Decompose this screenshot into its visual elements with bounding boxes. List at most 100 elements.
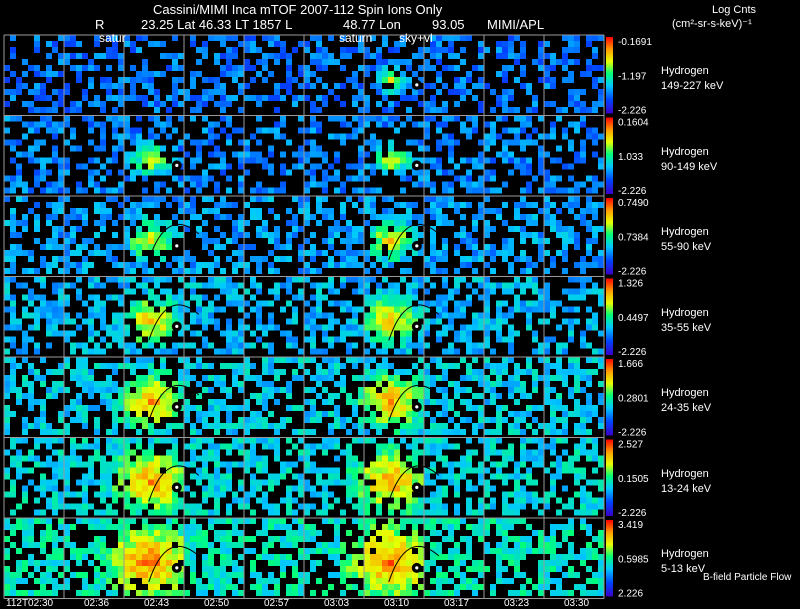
heatmap-cell — [478, 187, 484, 194]
heatmap-cell — [130, 566, 136, 572]
heatmap-cell — [598, 300, 604, 307]
heatmap-cell — [460, 89, 466, 95]
heatmap-cell — [448, 53, 454, 59]
heatmap-cell — [382, 417, 388, 423]
heatmap-cell — [268, 560, 274, 566]
heatmap-cell — [196, 145, 202, 152]
heatmap-cell — [442, 244, 448, 250]
heatmap-cell — [40, 509, 46, 516]
heatmap-cell — [184, 554, 190, 560]
heatmap-cell — [520, 548, 526, 554]
heatmap-cell — [412, 449, 418, 456]
heatmap-cell — [598, 288, 604, 295]
heatmap-cell — [370, 83, 376, 89]
heatmap-cell — [148, 560, 154, 566]
heatmap-cell — [358, 208, 364, 214]
heatmap-cell — [508, 455, 514, 462]
heatmap-cell — [592, 312, 598, 319]
heatmap-cell — [154, 300, 160, 307]
heatmap-cell — [424, 497, 430, 504]
heatmap-cell — [166, 330, 172, 337]
heatmap-cell — [514, 467, 520, 474]
heatmap-cell — [124, 399, 130, 405]
heatmap-cell — [82, 548, 88, 554]
heatmap-cell — [460, 399, 466, 405]
heatmap-cell — [106, 449, 112, 456]
heatmap-cell — [592, 348, 598, 355]
heatmap-cell — [436, 208, 442, 214]
heatmap-cell — [502, 65, 508, 71]
heatmap-cell — [238, 405, 244, 411]
heatmap-cell — [214, 276, 220, 283]
heatmap-cell — [418, 449, 424, 456]
heatmap-cell — [454, 276, 460, 283]
heatmap-cell — [460, 429, 466, 435]
heatmap-cell — [154, 437, 160, 444]
heatmap-cell — [274, 226, 280, 232]
heatmap-cell — [274, 41, 280, 47]
heatmap-cell — [478, 423, 484, 429]
heatmap-cell — [214, 145, 220, 152]
heatmap-cell — [124, 232, 130, 238]
heatmap-cell — [76, 503, 82, 510]
heatmap-cell — [520, 163, 526, 170]
heatmap-cell — [526, 423, 532, 429]
heatmap-cell — [496, 336, 502, 343]
heatmap-cell — [10, 157, 16, 164]
heatmap-cell — [64, 59, 70, 65]
heatmap-cell — [196, 411, 202, 417]
heatmap-cell — [478, 77, 484, 83]
heatmap-cell — [112, 443, 118, 450]
heatmap-cell — [460, 324, 466, 331]
heatmap-cell — [448, 324, 454, 331]
heatmap-cell — [214, 461, 220, 468]
heatmap-cell — [346, 256, 352, 262]
heatmap-cell — [148, 461, 154, 468]
heatmap-cell — [562, 381, 568, 387]
heatmap-cell — [124, 262, 130, 268]
heatmap-cell — [358, 536, 364, 542]
heatmap-cell — [166, 393, 172, 399]
heatmap-cell — [130, 127, 136, 134]
heatmap-cell — [46, 554, 52, 560]
heatmap-cell — [400, 77, 406, 83]
heatmap-cell — [346, 485, 352, 492]
heatmap-cell — [10, 294, 16, 301]
heatmap-cell — [88, 467, 94, 474]
heatmap-cell — [244, 417, 250, 423]
heatmap-cell — [196, 437, 202, 444]
heatmap-cell — [334, 169, 340, 176]
heatmap-cell — [436, 294, 442, 301]
heatmap-cell — [184, 381, 190, 387]
heatmap-cell — [112, 312, 118, 319]
heatmap-cell — [178, 467, 184, 474]
heatmap-cell — [580, 518, 586, 524]
heatmap-cell — [508, 560, 514, 566]
heatmap-cell — [244, 244, 250, 250]
heatmap-cell — [184, 300, 190, 307]
heatmap-cell — [82, 163, 88, 170]
heatmap-cell — [16, 244, 22, 250]
heatmap-cell — [412, 443, 418, 450]
heatmap-cell — [10, 479, 16, 486]
heatmap-cell — [424, 429, 430, 435]
heatmap-cell — [130, 473, 136, 480]
heatmap-cell — [304, 536, 310, 542]
heatmap-cell — [346, 554, 352, 560]
heatmap-cell — [484, 139, 490, 146]
heatmap-cell — [406, 509, 412, 516]
heatmap-cell — [262, 59, 268, 65]
heatmap-cell — [580, 220, 586, 226]
heatmap-cell — [112, 262, 118, 268]
heatmap-cell — [316, 578, 322, 584]
heatmap-cell — [382, 196, 388, 202]
heatmap-cell — [400, 214, 406, 220]
heatmap-cell — [4, 220, 10, 226]
heatmap-cell — [352, 306, 358, 313]
heatmap-cell — [550, 336, 556, 343]
heatmap-cell — [28, 554, 34, 560]
heatmap-cell — [16, 348, 22, 355]
heatmap-cell — [388, 530, 394, 536]
heatmap-cell — [412, 89, 418, 95]
heatmap-cell — [442, 202, 448, 208]
